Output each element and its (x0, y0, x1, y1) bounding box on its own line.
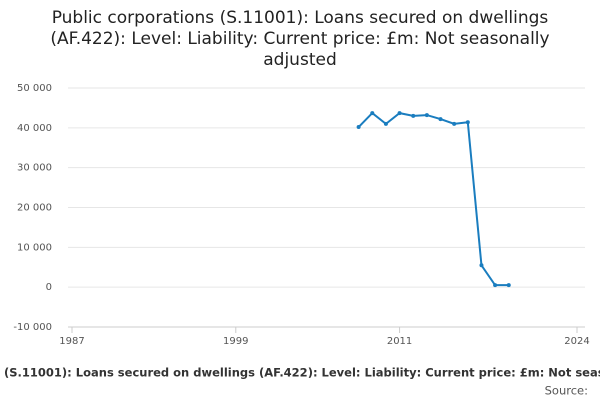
data-point (424, 113, 429, 118)
y-tick-label: 50 000 (17, 83, 52, 94)
y-tick-label: 0 (46, 282, 52, 293)
data-point (465, 120, 470, 125)
y-tick-label: 10 000 (17, 242, 52, 253)
source: Source: (545, 384, 588, 398)
data-point (370, 111, 375, 116)
line-series (357, 111, 509, 287)
x-tick-label: 2011 (387, 336, 412, 347)
data-point (479, 263, 484, 268)
data-point (356, 125, 361, 130)
data-point (438, 117, 443, 122)
y-tick-label: -10 000 (13, 322, 52, 333)
data-point (411, 113, 416, 118)
x-tick-label: 1999 (223, 336, 248, 347)
data-point (506, 283, 511, 288)
x-axis-label: (S.11001): Loans secured on dwellings (A… (4, 366, 600, 380)
x-tick-label: 2024 (564, 336, 589, 347)
x-tick-label: 1987 (59, 336, 84, 347)
data-point (452, 121, 457, 126)
data-point (383, 121, 388, 126)
y-tick-label: 30 000 (17, 163, 52, 174)
data-point (493, 283, 498, 288)
y-tick-label: 20 000 (17, 203, 52, 214)
data-point (397, 111, 402, 116)
chart-title: Public corporations (S.11001): Loans sec… (50, 8, 550, 70)
y-tick-label: 40 000 (17, 123, 52, 134)
